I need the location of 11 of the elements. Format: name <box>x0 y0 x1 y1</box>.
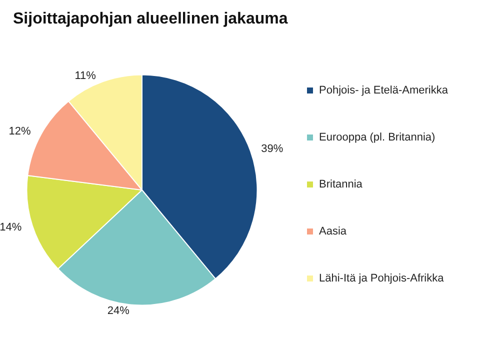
legend-label: Lähi-Itä ja Pohjois-Afrikka <box>319 272 445 284</box>
chart-title: Sijoittajapohjan alueellinen jakauma <box>13 10 288 28</box>
data-label: 11% <box>74 70 96 82</box>
legend-label: Eurooppa (pl. Britannia) <box>319 132 436 144</box>
data-label: 39% <box>261 142 284 155</box>
legend-label: Pohjois- ja Etelä-Amerikka <box>319 84 449 96</box>
data-label: 14% <box>0 221 22 234</box>
legend-label: Aasia <box>319 226 348 238</box>
data-label: 24% <box>107 305 130 318</box>
legend-label: Britannia <box>319 178 364 190</box>
data-label: 12% <box>8 126 31 138</box>
